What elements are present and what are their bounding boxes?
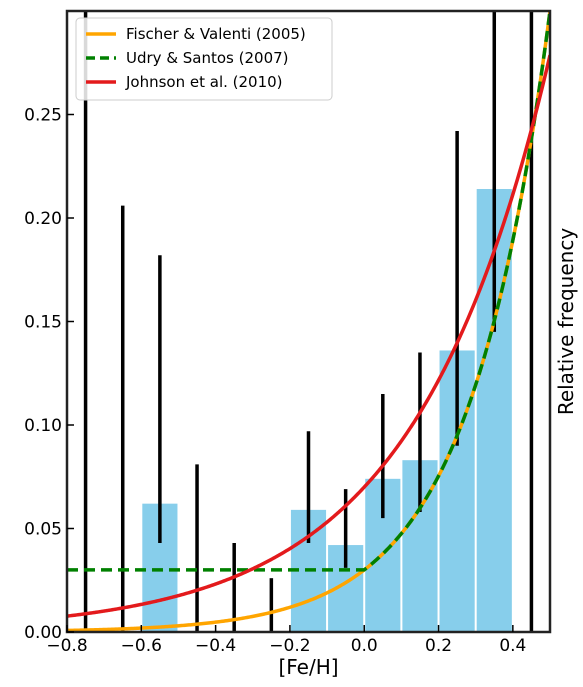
y-tick-label: 0.15	[24, 313, 62, 333]
y-axis-label: Relative frequency	[554, 228, 578, 415]
x-tick-label: −0.6	[121, 636, 162, 656]
y-tick-label: 0.10	[24, 416, 62, 436]
x-tick-label: 0.4	[499, 636, 526, 656]
model-curve-johnson	[67, 54, 550, 618]
legend: Fischer & Valenti (2005) Udry & Santos (2…	[75, 17, 333, 101]
y-tick-label: 0.00	[24, 623, 62, 643]
y-tick-label: 0.05	[24, 520, 62, 540]
y-tick-label: 0.20	[24, 209, 62, 229]
x-axis-label: [Fe/H]	[278, 655, 338, 679]
plot-area	[67, 11, 550, 632]
x-tick-label: −0.2	[269, 636, 310, 656]
model-curve-udry	[67, 11, 550, 572]
legend-label-fischer: Fischer & Valenti (2005)	[126, 25, 306, 43]
x-tick-label: 0.0	[351, 636, 378, 656]
y-tick-label: 0.25	[24, 106, 62, 126]
x-tick-label: −0.4	[195, 636, 236, 656]
x-tick-label: 0.2	[425, 636, 452, 656]
legend-label-johnson: Johnson et al. (2010)	[125, 73, 283, 91]
legend-label-udry: Udry & Santos (2007)	[126, 49, 289, 67]
x-tick-label: −0.8	[46, 636, 87, 656]
legend-box	[75, 17, 333, 101]
